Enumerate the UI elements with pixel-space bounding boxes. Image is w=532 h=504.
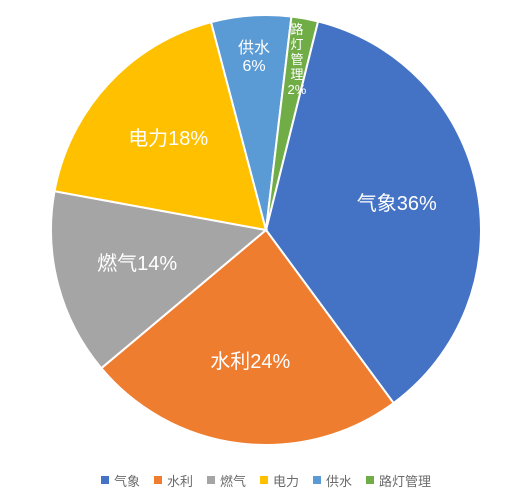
legend-swatch — [101, 476, 109, 484]
legend: 气象 水利 燃气 电力 供水 路灯管理 — [101, 460, 431, 500]
legend-swatch — [366, 476, 374, 484]
legend-item-3: 电力 — [260, 471, 299, 490]
legend-item-2: 燃气 — [207, 471, 246, 490]
legend-swatch — [207, 476, 215, 484]
legend-swatch — [313, 476, 321, 484]
legend-item-5: 路灯管理 — [366, 471, 431, 490]
legend-item-1: 水利 — [154, 471, 193, 490]
legend-label: 气象 — [114, 471, 140, 490]
legend-swatch — [154, 476, 162, 484]
legend-item-0: 气象 — [101, 471, 140, 490]
legend-label: 供水 — [326, 471, 352, 490]
legend-item-4: 供水 — [313, 471, 352, 490]
legend-label: 水利 — [167, 471, 193, 490]
legend-label: 电力 — [273, 471, 299, 490]
legend-label: 燃气 — [220, 471, 246, 490]
legend-swatch — [260, 476, 268, 484]
pie-chart-container: 气象36%水利24%燃气14%电力18%供水 6%路 灯 管 理 2% 气象 水利… — [0, 0, 532, 504]
pie-svg — [0, 0, 532, 460]
legend-label: 路灯管理 — [379, 471, 431, 490]
pie-chart: 气象36%水利24%燃气14%电力18%供水 6%路 灯 管 理 2% — [0, 0, 532, 460]
